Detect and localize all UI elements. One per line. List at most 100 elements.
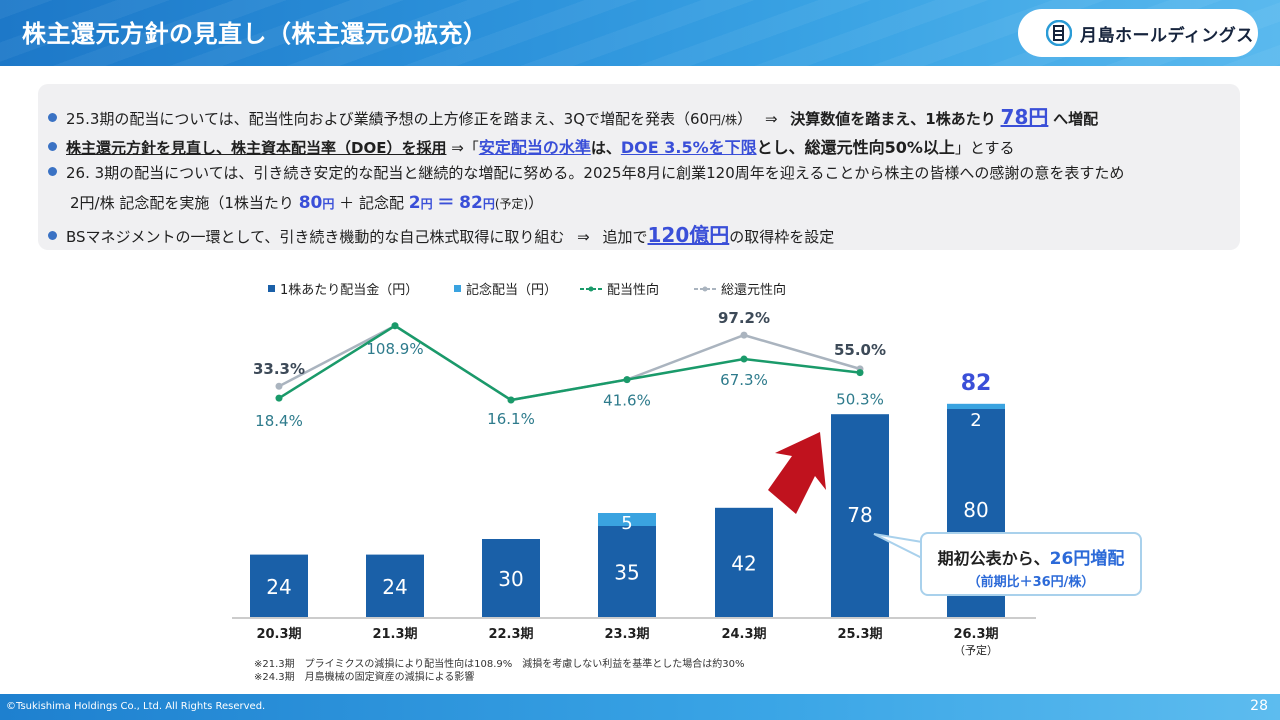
legend-label-total-return: 総還元性向: [721, 283, 787, 298]
bullet-text: 決算数値を踏まえ、1株あたり: [790, 110, 996, 128]
callout-box: 期初公表から、26円増配 （前期比＋36円/株）: [920, 532, 1142, 596]
highlight-stable-dividend: 安定配当の水準: [478, 138, 591, 157]
callout-line1: 期初公表から、26円増配: [922, 544, 1140, 569]
header-banner: 株主還元方針の見直し（株主還元の拡充） 月島ホールディングス: [0, 0, 1280, 66]
legend-line-total-icon: [694, 286, 716, 291]
bar-commemorative-6: [947, 403, 1005, 409]
page-title: 株主還元方針の見直し（株主還元の拡充）: [22, 20, 488, 48]
bullet-text: 追加で: [602, 228, 648, 246]
bar-label-dividend-5: 78: [847, 503, 872, 527]
bar-label-dividend-0: 24: [266, 575, 291, 599]
bar-label-commemorative-3: 5: [621, 513, 632, 534]
bullet-dot-icon: [48, 113, 57, 122]
unit-yen: 円: [420, 197, 433, 211]
payout-point-3: [623, 376, 631, 384]
bar-label-commemorative-6: 2: [970, 410, 981, 431]
total-return-point-4: [740, 331, 748, 339]
footnote-21: ※21.3期 プライミクスの減損により配当性向は108.9% 減損を考慮しない利…: [254, 659, 745, 670]
payout-point-0: [275, 394, 283, 402]
legend-commemorative: 記念配当（円）: [454, 279, 557, 298]
bullet-dot-icon: [48, 167, 57, 176]
bullet-text: とし、総還元性向50%以上: [756, 138, 955, 157]
bullet-text: 株主還元方針を見直し、株主資本配当率（DOE）を採用: [66, 139, 447, 157]
footer-bar: ©Tsukishima Holdings Co., Ltd. All Right…: [0, 694, 1280, 720]
callout-line2: （前期比＋36円/株）: [967, 575, 1095, 590]
legend-total-return: 総還元性向: [694, 279, 786, 298]
unit-yen: 円: [322, 197, 335, 211]
payout-label-0: 18.4%: [255, 412, 303, 430]
bar-total-label-26: 82: [961, 371, 992, 396]
arrow-icon: ⇒: [764, 110, 778, 128]
bullet-text: へ増配: [1053, 110, 1099, 128]
highlight-80: 80: [298, 193, 323, 213]
x-tick-5: 25.3期: [837, 627, 882, 642]
bullet-text: 25.3期の配当については、配当性向および業績予想の上方修正を踏まえ、3Qで増配…: [66, 110, 710, 128]
total-return-label-4: 97.2%: [718, 309, 770, 327]
logo-text: 月島ホールディングス: [1080, 25, 1254, 46]
company-logo: 月島ホールディングス: [1018, 9, 1258, 57]
bar-dividend-0: [250, 554, 308, 617]
payout-label-4: 67.3%: [720, 371, 768, 389]
bullet-share-buyback: BSマネジメントの一環として、引き続き機動的な自己株式取得に取り組む ⇒ 追加で…: [48, 219, 834, 248]
legend-swatch-dividend: [268, 285, 275, 292]
bullet-dot-icon: [48, 142, 57, 151]
x-tick-sub-6: （予定）: [954, 643, 998, 657]
bullet-26-dividend-line2: 2円/株 記念配を実施（1株当たり 80円 ＋ 記念配 2円 ＝ 82円(予定)…: [70, 188, 543, 213]
up-arrow-icon: [768, 432, 826, 514]
bullet-text: (予定): [494, 197, 529, 211]
footnotes: ※21.3期 プライミクスの減損により配当性向は108.9% 減損を考慮しない利…: [254, 658, 745, 684]
bar-dividend-2: [482, 539, 540, 617]
bar-label-dividend-3: 35: [614, 561, 639, 585]
copyright-text: ©Tsukishima Holdings Co., Ltd. All Right…: [6, 701, 266, 712]
bar-label-dividend-4: 42: [731, 551, 756, 575]
bullet-text: 」とする: [954, 139, 1015, 157]
unit-yen: 円: [482, 197, 495, 211]
legend-label-payout: 配当性向: [607, 283, 660, 298]
x-tick-3: 23.3期: [604, 627, 649, 642]
payout-point-2: [507, 396, 515, 404]
x-tick-0: 20.3期: [256, 627, 301, 642]
total-return-label-5: 55.0%: [834, 341, 886, 359]
bullet-text: は、: [590, 139, 621, 157]
payout-line: [278, 324, 861, 402]
bullet-text: BSマネジメントの一環として、引き続き機動的な自己株式取得に取り組む: [66, 228, 565, 246]
highlight-2: 2: [408, 193, 421, 213]
bar-dividend-4: [715, 507, 773, 617]
legend-swatch-commemorative: [454, 285, 461, 292]
total-return-point-0: [275, 382, 283, 390]
footnote-24: ※24.3期 月島機械の固定資産の減損による影響: [254, 672, 475, 683]
x-tick-2: 22.3期: [488, 627, 533, 642]
highlight-78yen: 78円: [1000, 105, 1049, 129]
arrow-icon: ⇒「: [451, 139, 479, 157]
x-tick-6: 26.3期: [953, 627, 998, 642]
bar-dividend-3: [598, 526, 656, 617]
legend-payout: 配当性向: [580, 279, 659, 298]
info-panel: 25.3期の配当については、配当性向および業績予想の上方修正を踏まえ、3Qで増配…: [38, 84, 1240, 250]
equals-sign: ＝: [437, 193, 455, 213]
bullet-doe-policy: 株主還元方針を見直し、株主資本配当率（DOE）を採用 ⇒「安定配当の水準は、DO…: [48, 134, 1014, 158]
payout-label-2: 16.1%: [487, 410, 535, 428]
legend-label-dividend: 1株あたり配当金（円）: [280, 283, 419, 298]
arrow-icon: ⇒: [577, 228, 590, 246]
highlight-12billion: 120億円: [647, 223, 730, 247]
bullet-text: 26. 3期の配当については、引き続き安定的な配当と継続的な増配に努める。202…: [66, 164, 1125, 182]
highlight-doe-min: DOE 3.5%を下限: [620, 138, 757, 157]
bar-commemorative-3: [598, 513, 656, 526]
total-return-label-0: 33.3%: [253, 360, 305, 378]
x-tick-1: 21.3期: [372, 627, 417, 642]
callout-highlight: 26円増配: [1049, 549, 1125, 569]
bullet-unit: 円/株: [709, 113, 738, 127]
bullet-text: ＋ 記念配: [339, 194, 404, 212]
legend-line-payout-icon: [580, 286, 602, 291]
bar-label-dividend-6: 80: [963, 498, 988, 522]
bullet-text: 2円/株 記念配を実施（1株当たり: [70, 194, 294, 212]
bullet-dot-icon: [48, 231, 57, 240]
payout-point-5: [856, 369, 864, 377]
bar-label-dividend-2: 30: [498, 567, 523, 591]
payout-label-5: 50.3%: [836, 391, 884, 409]
bar-label-dividend-1: 24: [382, 575, 407, 599]
bar-dividend-5: [831, 414, 889, 617]
bar-dividend-1: [366, 554, 424, 617]
